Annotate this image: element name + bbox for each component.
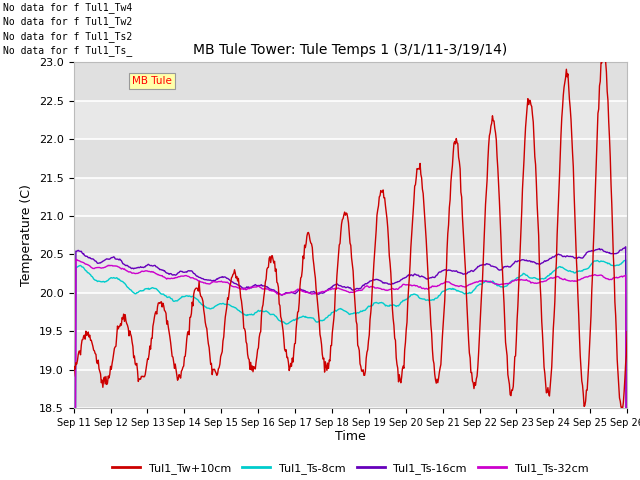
- Bar: [74, 216, 627, 254]
- Bar: [74, 62, 627, 101]
- Text: MB Tule: MB Tule: [132, 76, 172, 86]
- Bar: [74, 293, 627, 331]
- Bar: [74, 139, 627, 178]
- Title: MB Tule Tower: Tule Temps 1 (3/1/11-3/19/14): MB Tule Tower: Tule Temps 1 (3/1/11-3/19…: [193, 43, 508, 57]
- Text: No data for f Tul1_Tw4
No data for f Tul1_Tw2
No data for f Tul1_Ts2
No data for: No data for f Tul1_Tw4 No data for f Tul…: [3, 2, 132, 56]
- Bar: [74, 370, 627, 408]
- Bar: [74, 331, 627, 370]
- Legend: Tul1_Tw+10cm, Tul1_Ts-8cm, Tul1_Ts-16cm, Tul1_Ts-32cm: Tul1_Tw+10cm, Tul1_Ts-8cm, Tul1_Ts-16cm,…: [108, 458, 593, 478]
- Bar: [74, 254, 627, 293]
- X-axis label: Time: Time: [335, 431, 366, 444]
- Y-axis label: Temperature (C): Temperature (C): [20, 184, 33, 286]
- Bar: [74, 101, 627, 139]
- Bar: [74, 178, 627, 216]
